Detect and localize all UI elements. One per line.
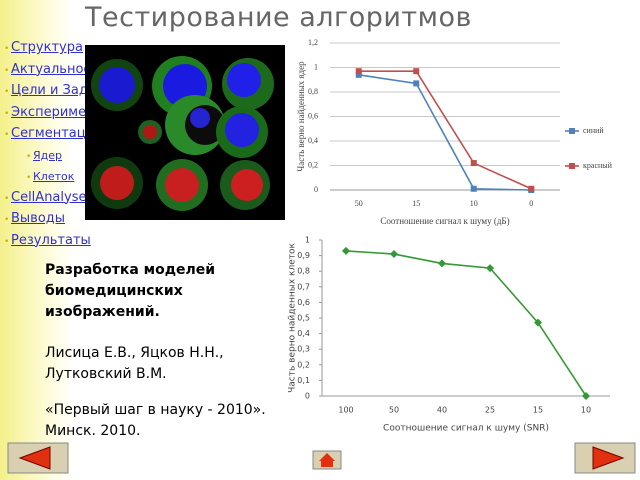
- heading: Разработка моделей биомедицинских изображе…: [45, 260, 215, 323]
- y-tick-label: 0,8: [308, 87, 318, 96]
- nav-link[interactable]: Ядер: [4, 146, 112, 167]
- line: «Первый шаг в науку - 2010».: [45, 402, 266, 418]
- y-tick-label: 1: [305, 236, 310, 245]
- nav-link[interactable]: Актуальность: [4, 60, 112, 82]
- y-tick-label: 0,6: [308, 111, 318, 120]
- x-tick-label: 25: [485, 406, 495, 415]
- line: Лисица Е.В., Яцков Н.Н.,: [45, 345, 224, 361]
- y-tick-label: 0,8: [297, 267, 310, 276]
- source: «Первый шаг в науку - 2010». Минск. 2010.: [45, 400, 266, 442]
- y-tick-label: 0,4: [297, 329, 310, 338]
- y-tick-label: 0: [305, 392, 310, 401]
- line: Минск. 2010.: [45, 423, 141, 439]
- series-line: [345, 250, 587, 397]
- legend-label: синий: [583, 126, 604, 135]
- x-tick-label: 100: [338, 406, 353, 415]
- y-tick-label: 0,6: [297, 298, 310, 307]
- nav-link[interactable]: Сегментация: [4, 124, 112, 146]
- marker: [486, 264, 494, 273]
- x-tick-label: 0: [529, 199, 533, 208]
- x-tick-label: 15: [412, 199, 420, 208]
- marker: [342, 246, 350, 255]
- home-button[interactable]: [312, 450, 342, 470]
- y-axis-label: Часть верно найденных клеток: [288, 243, 298, 393]
- x-tick-label: 10: [470, 199, 478, 208]
- cell-image: [85, 45, 285, 220]
- y-axis-label: Часть верно найденных ядер: [296, 61, 306, 172]
- prev-button[interactable]: [7, 442, 69, 474]
- series-line: [358, 70, 532, 190]
- nav-link[interactable]: CellAnalyser: [4, 188, 112, 210]
- y-tick-label: 0,1: [297, 376, 310, 385]
- x-tick-label: 50: [389, 406, 399, 415]
- y-tick-label: 0,2: [308, 160, 318, 169]
- line: изображений.: [45, 304, 160, 320]
- y-tick-label: 0,4: [308, 136, 318, 145]
- y-tick-label: 0,5: [297, 314, 310, 323]
- y-tick-label: 1: [314, 62, 318, 71]
- nav-link[interactable]: Результаты: [4, 231, 112, 253]
- nav-link[interactable]: Структура: [4, 38, 112, 60]
- next-button[interactable]: [574, 442, 636, 474]
- marker: [438, 259, 446, 268]
- marker: [413, 80, 420, 87]
- marker: [534, 318, 542, 327]
- x-tick-label: 50: [355, 199, 363, 208]
- marker: [355, 68, 362, 75]
- nav-link[interactable]: Эксперимент: [4, 103, 112, 125]
- y-tick-label: 0,7: [297, 282, 310, 291]
- y-tick-label: 1,2: [308, 38, 318, 47]
- slide-title: Тестирование алгоритмов: [85, 2, 472, 33]
- marker: [470, 185, 477, 192]
- x-tick-label: 15: [533, 406, 543, 415]
- nav-link[interactable]: Выводы: [4, 209, 112, 231]
- marker: [470, 160, 477, 167]
- x-axis-label: Соотношение сигнал к шуму (дБ): [380, 216, 509, 226]
- marker: [569, 163, 575, 169]
- authors: Лисица Е.В., Яцков Н.Н., Лутковский В.М.: [45, 343, 224, 385]
- x-tick-label: 40: [437, 406, 447, 415]
- nav-link[interactable]: Клеток: [4, 167, 112, 188]
- nav-buttons: [7, 442, 636, 474]
- line: Лутковский В.М.: [45, 366, 167, 382]
- line: биомедицинских: [45, 283, 183, 299]
- marker: [390, 250, 398, 259]
- y-tick-label: 0,9: [297, 251, 310, 260]
- x-axis-label: Соотношение сигнал к шуму (SNR): [383, 424, 549, 434]
- x-tick-label: 10: [581, 406, 591, 415]
- y-tick-label: 0: [314, 185, 318, 194]
- series-line: [358, 74, 532, 191]
- marker: [413, 68, 420, 75]
- marker: [569, 128, 575, 134]
- y-tick-label: 0,3: [297, 345, 310, 354]
- marker: [528, 185, 535, 192]
- line: Разработка моделей: [45, 262, 216, 278]
- marker: [582, 392, 590, 400]
- marker: [355, 71, 362, 78]
- y-tick-label: 0,2: [297, 360, 310, 369]
- legend-label: красный: [583, 161, 613, 170]
